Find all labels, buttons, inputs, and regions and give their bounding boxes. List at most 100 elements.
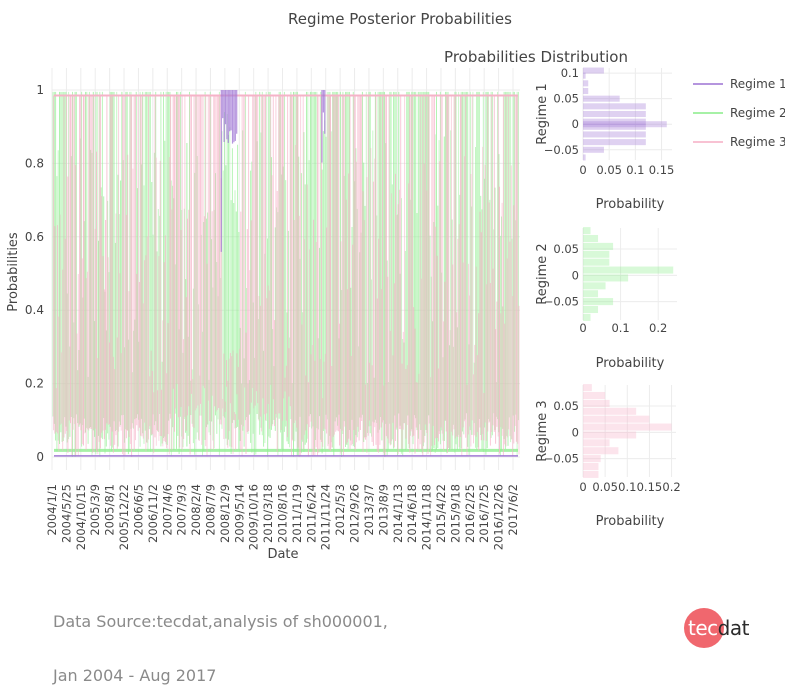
histogram-panel-3: 0 0.05 0.1 0.15 0.2−0.0500.05ProbabilityRegi…	[535, 384, 681, 529]
x-tick-label: 2005/8/1	[103, 484, 117, 536]
hist-bar	[583, 470, 599, 478]
hist-bar	[583, 103, 646, 110]
hist-y-axis-label: Regime 2	[535, 243, 550, 304]
hist-bar	[583, 258, 610, 266]
y-tick-label: 0	[36, 450, 44, 464]
x-tick-label: 2016/12/26	[492, 484, 506, 550]
hist-bar	[583, 227, 591, 235]
hist-bar	[583, 123, 646, 130]
hist-y-tick-label: −0.05	[544, 295, 579, 309]
hist-y-tick-label: −0.05	[544, 143, 579, 157]
hist-y-tick-label: 0	[572, 425, 579, 439]
hist-bar	[583, 313, 591, 321]
hist-x-tick-label: 0	[579, 480, 586, 494]
x-tick-label: 2006/6/5	[131, 484, 145, 536]
x-tick-label: 2015/4/22	[434, 484, 448, 543]
x-tick-label: 2004/5/25	[59, 484, 73, 543]
x-tick-label: 2012/9/26	[348, 484, 362, 543]
hist-bar	[583, 462, 599, 471]
x-tick-label: 2005/12/22	[117, 484, 131, 550]
legend: Regime 1 Regime 2 Regime 3	[693, 77, 785, 149]
main-chart: 0 0.2 0.4 0.6 0.8 1 2004/1/1 2004/5/25 2004/10/1…	[6, 10, 520, 562]
x-tick-label: 2011/1/19	[290, 484, 304, 543]
hist-bar	[583, 431, 637, 439]
series-regime-2-line	[52, 91, 519, 457]
series-regime-3-line	[53, 94, 520, 457]
hist-y-tick-label: 0	[572, 117, 579, 131]
hist-bar	[583, 439, 610, 447]
x-tick-label: 2017/6/2	[506, 484, 520, 536]
histogram-title: Probabilities Distribution	[444, 48, 628, 66]
hist-bar	[583, 384, 592, 392]
x-tick-label: 2007/4/6	[160, 484, 174, 536]
logo-circle	[684, 608, 724, 648]
legend-label: Regime 2	[730, 106, 785, 120]
hist-y-tick-label: 0.05	[553, 399, 579, 413]
x-tick-label: 2010/8/16	[276, 484, 290, 543]
hist-bar	[583, 298, 614, 306]
hist-bar	[583, 305, 599, 314]
histogram-panel-1: 0 0.05 0.1 0.15−0.0500.050.1ProbabilityRegi…	[535, 66, 674, 212]
hist-bar	[583, 118, 646, 125]
hist-y-axis-label: Regime 3	[535, 400, 550, 461]
hist-bar	[583, 234, 599, 243]
hist-x-tick-label: 0.2	[649, 321, 667, 335]
hist-y-tick-label: −0.05	[544, 452, 579, 466]
footer-date-range: Jan 2004 - Aug 2017	[53, 666, 217, 685]
x-tick-label: 2005/3/9	[88, 484, 102, 536]
chart-title: Regime Posterior Probabilities	[288, 10, 512, 28]
x-tick-label: 2014/11/18	[420, 484, 434, 550]
x-tick-label: 2016/2/25	[463, 484, 477, 543]
hist-x-tick-label: 0.1	[611, 321, 629, 335]
hist-y-axis-label: Regime 1	[535, 83, 550, 144]
hist-bar	[583, 67, 604, 74]
hist-bar	[583, 72, 586, 79]
x-tick-label: 2014/6/18	[405, 484, 419, 543]
hist-x-tick-label: 0.1	[626, 163, 644, 177]
y-tick-label: 0.4	[25, 303, 44, 317]
hist-bar	[583, 87, 589, 95]
x-tick-label: 2008/7/9	[203, 484, 217, 536]
hist-bar	[583, 154, 586, 161]
footer-source: Data Source:tecdat,analysis of sh000001,	[53, 612, 388, 631]
hist-bar	[583, 139, 646, 146]
hist-x-tick-label: 0	[579, 163, 586, 177]
hist-x-axis-label: Probability	[596, 514, 665, 529]
hist-x-tick-label: 0.15	[649, 163, 675, 177]
hist-bar	[583, 415, 650, 423]
x-tick-label: 2013/8/9	[376, 484, 390, 536]
legend-label: Regime 1	[730, 77, 785, 91]
x-tick-label: 2010/3/18	[261, 484, 275, 543]
y-axis-label: Probabilities	[6, 232, 21, 312]
hist-x-tick-label: 0	[579, 321, 586, 335]
hist-bar	[583, 407, 637, 415]
y-tick-label: 0.6	[25, 230, 44, 244]
series-regime-1-line	[54, 90, 518, 457]
x-tick-label: 2009/5/14	[232, 484, 246, 543]
hist-bar	[583, 282, 606, 290]
hist-y-tick-label: 0.1	[561, 66, 579, 80]
hist-bar	[583, 455, 601, 463]
hist-x-tick-label: 0.05	[592, 480, 618, 494]
hist-bar	[583, 110, 646, 118]
hist-bar	[583, 274, 629, 282]
hist-bar	[583, 131, 646, 138]
tecdat-logo: tecdat	[684, 608, 756, 652]
x-tick-label: 2007/9/3	[175, 484, 189, 536]
x-tick-label: 2014/1/13	[391, 484, 405, 543]
logo-text-tec: tec	[688, 616, 718, 640]
x-tick-label: 2012/5/3	[333, 484, 347, 536]
x-tick-label: 2008/2/4	[189, 484, 203, 536]
hist-bar	[583, 80, 589, 87]
x-tick-label: 2006/11/2	[146, 484, 160, 543]
x-tick-label: 2009/10/16	[247, 484, 261, 550]
x-tick-label: 2015/9/18	[448, 484, 462, 543]
x-tick-label: 2004/10/15	[74, 484, 88, 550]
hist-bar	[583, 391, 606, 400]
legend-label: Regime 3	[730, 135, 785, 149]
hist-x-tick-label: 0.1	[618, 480, 636, 494]
x-tick-label: 2016/7/25	[477, 484, 491, 543]
